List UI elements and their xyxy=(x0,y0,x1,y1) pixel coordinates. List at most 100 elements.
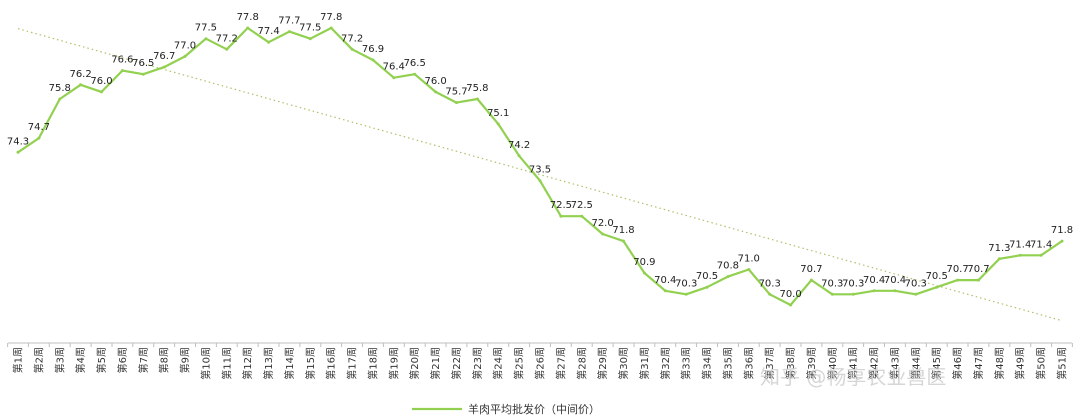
watermark: 知乎 @畅享农业兽医 xyxy=(760,365,946,389)
x-tick-label: 第34周 xyxy=(701,347,714,380)
data-point xyxy=(789,303,793,307)
x-tick-label: 第28周 xyxy=(575,347,588,380)
data-label: 71.4 xyxy=(1030,239,1052,250)
x-tick-label: 第35周 xyxy=(721,347,734,380)
x-tick-label: 第18周 xyxy=(367,347,380,380)
data-label: 74.2 xyxy=(508,140,530,151)
data-label: 77.0 xyxy=(174,40,196,51)
data-point xyxy=(977,278,980,282)
x-tick-label: 第13周 xyxy=(262,347,275,380)
data-label: 70.0 xyxy=(779,289,801,300)
legend-label: 羊肉平均批发价（中间价） xyxy=(468,402,600,416)
data-label: 71.0 xyxy=(738,254,760,265)
data-label: 70.4 xyxy=(884,275,906,286)
data-label: 74.7 xyxy=(28,122,50,133)
data-label: 76.5 xyxy=(132,58,154,69)
data-label: 70.7 xyxy=(967,264,989,275)
x-tick-label: 第5周 xyxy=(95,347,108,373)
x-tick-label: 第24周 xyxy=(492,347,505,380)
x-tick-label: 第23周 xyxy=(471,347,484,380)
data-point xyxy=(58,97,62,101)
x-tick-label: 第9周 xyxy=(179,347,192,373)
data-point xyxy=(705,285,709,289)
data-point xyxy=(371,58,375,62)
x-tick-label: 第29周 xyxy=(596,347,609,380)
data-label: 70.8 xyxy=(717,261,739,272)
data-label: 77.5 xyxy=(299,23,321,34)
data-label: 77.4 xyxy=(257,26,279,37)
x-tick-label: 第27周 xyxy=(554,347,567,380)
data-point xyxy=(267,40,271,44)
data-point xyxy=(517,154,521,158)
x-tick-label: 第14周 xyxy=(283,347,296,380)
data-label: 70.3 xyxy=(842,278,864,289)
x-tick-label: 第4周 xyxy=(74,347,87,373)
x-tick-label: 第21周 xyxy=(429,347,442,380)
x-tick-label: 第47周 xyxy=(972,347,985,380)
trendline xyxy=(17,28,1063,322)
data-point xyxy=(120,69,124,73)
x-tick-label: 第32周 xyxy=(659,347,672,380)
data-point xyxy=(872,289,876,293)
x-axis-ticks xyxy=(7,343,1073,347)
data-point xyxy=(204,37,208,41)
data-label: 72.5 xyxy=(571,200,593,211)
data-label: 71.4 xyxy=(1009,239,1031,250)
data-point xyxy=(162,65,166,69)
x-tick-label: 第48周 xyxy=(993,347,1006,380)
data-label: 70.9 xyxy=(633,257,655,268)
data-point xyxy=(997,257,1001,261)
data-point xyxy=(956,278,960,282)
x-tick-label: 第51周 xyxy=(1056,347,1069,380)
x-tick-label: 第46周 xyxy=(951,347,964,380)
data-points xyxy=(16,26,1064,307)
data-label: 70.5 xyxy=(926,271,948,282)
data-point xyxy=(893,289,897,293)
data-point xyxy=(308,37,312,41)
legend: 羊肉平均批发价（中间价） xyxy=(412,402,600,416)
x-tick-label: 第10周 xyxy=(199,347,212,380)
data-label: 77.2 xyxy=(341,33,363,44)
data-label: 70.4 xyxy=(863,275,885,286)
data-label: 71.8 xyxy=(612,225,634,236)
x-tick-label: 第8周 xyxy=(158,347,171,373)
data-label: 70.7 xyxy=(800,264,822,275)
x-tick-label: 第22周 xyxy=(450,347,463,380)
data-point xyxy=(601,232,605,236)
x-tick-label: 第16周 xyxy=(325,347,338,380)
data-point xyxy=(434,90,438,94)
data-label: 75.1 xyxy=(487,108,509,119)
x-tick-label: 第38周 xyxy=(784,347,797,380)
data-point xyxy=(747,268,751,271)
data-point xyxy=(225,47,229,51)
data-point xyxy=(580,214,584,218)
data-point xyxy=(350,47,354,51)
data-point xyxy=(914,292,918,296)
data-label: 76.7 xyxy=(153,51,175,62)
data-label: 70.7 xyxy=(946,264,968,275)
data-label: 76.5 xyxy=(404,58,426,69)
x-tick-label: 第44周 xyxy=(909,347,922,380)
data-label: 70.5 xyxy=(696,271,718,282)
x-tick-label: 第2周 xyxy=(32,347,45,373)
data-labels: 74.374.775.876.276.076.676.576.777.077.5… xyxy=(7,12,1073,300)
data-label: 76.0 xyxy=(424,76,446,87)
data-label: 77.2 xyxy=(216,33,238,44)
x-tick-label: 第12周 xyxy=(241,347,254,380)
data-label: 77.5 xyxy=(195,23,217,34)
x-tick-label: 第45周 xyxy=(930,347,943,380)
data-label: 77.7 xyxy=(278,16,300,27)
data-label: 76.0 xyxy=(90,76,112,87)
x-axis-labels: 第1周 第2周 第3周 第4周 第5周 第6周 第7周 第8周 第9周 第10周 第11周 第12周第… xyxy=(12,347,1069,380)
data-label: 70.3 xyxy=(675,278,697,289)
data-point xyxy=(538,179,542,183)
data-label: 75.7 xyxy=(445,87,467,98)
data-point xyxy=(496,122,500,126)
data-label: 70.4 xyxy=(654,275,676,286)
data-point xyxy=(37,136,41,140)
data-label: 71.3 xyxy=(988,243,1010,254)
data-label: 73.5 xyxy=(529,165,551,176)
x-tick-label: 第19周 xyxy=(387,347,400,380)
data-point xyxy=(287,30,291,34)
